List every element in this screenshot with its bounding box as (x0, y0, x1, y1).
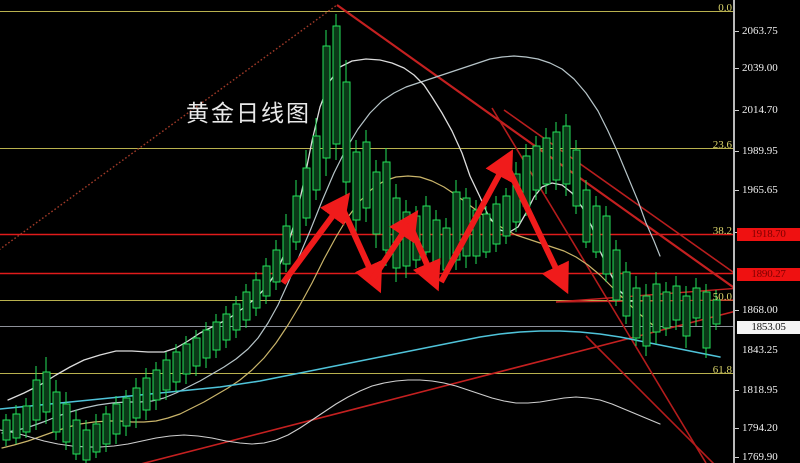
candle-group-range (382, 148, 511, 282)
ma-lower-band (0, 379, 661, 448)
axis-label: 2039.00 (742, 62, 778, 74)
axis-tick (735, 110, 739, 111)
axis-label: 1989.95 (742, 145, 778, 157)
price-tag-current-price[interactable]: 1853.05 (737, 321, 800, 334)
ma-cyan (0, 330, 721, 410)
candle-group-peak (312, 14, 381, 248)
axis-label: 2014.70 (742, 104, 778, 116)
page-title: 黄金日线图 (186, 101, 311, 127)
trendline-ascending-support-mid (555, 287, 733, 303)
chart-canvas (0, 4, 733, 463)
chart-plot-area[interactable]: 0.0 23.6 38.2 50.0 61.8 黄金日线图 (0, 0, 733, 463)
arrow-up-2 (369, 209, 419, 282)
axis-label: 1794.20 (742, 422, 778, 434)
axis-tick (735, 390, 739, 391)
candlesticks[interactable] (2, 14, 721, 463)
candle-group-second-top (512, 114, 581, 232)
candle-group-decline (582, 180, 721, 358)
arrow-down-3 (506, 168, 569, 295)
arrow-down-2 (406, 221, 441, 292)
price-axis[interactable]: 2063.75 2039.00 2014.70 1989.95 1965.65 … (733, 0, 800, 463)
axis-label: 2063.75 (742, 25, 778, 37)
fib-label-618: 61.8 (712, 364, 732, 376)
axis-tick (735, 428, 739, 429)
ma-silver-slow (1, 55, 661, 434)
axis-tick (735, 457, 739, 458)
trendline-descending-lower-right (585, 335, 715, 463)
price-tag-resistance-2[interactable]: 1890.27 (737, 268, 800, 281)
axis-tick (735, 151, 739, 152)
fib-label-236: 23.6 (712, 139, 732, 151)
axis-tick (735, 31, 739, 32)
axis-label: 1965.65 (742, 184, 778, 196)
axis-label: 1843.25 (742, 344, 778, 356)
candle-group-mid (162, 150, 311, 400)
arrow-down-1 (338, 203, 383, 294)
annotation-arrows (280, 149, 569, 295)
horizontal-levels (0, 11, 733, 374)
axis-tick (735, 190, 739, 191)
fib-label-382: 38.2 (712, 225, 732, 237)
axis-label: 1868.00 (742, 304, 778, 316)
fib-label-0: 0.0 (718, 2, 732, 14)
trendline-ascending-dotted (0, 4, 338, 250)
axis-tick (735, 68, 739, 69)
fib-label-50: 50.0 (712, 291, 732, 303)
axis-tick (735, 310, 739, 311)
axis-label: 1818.95 (742, 384, 778, 396)
arrow-up-3 (438, 149, 514, 284)
price-tag-resistance-1[interactable]: 1918.70 (737, 228, 800, 241)
arrow-up-1 (280, 192, 350, 285)
axis-label: 1769.90 (742, 451, 778, 463)
candle-group-left (2, 357, 161, 463)
